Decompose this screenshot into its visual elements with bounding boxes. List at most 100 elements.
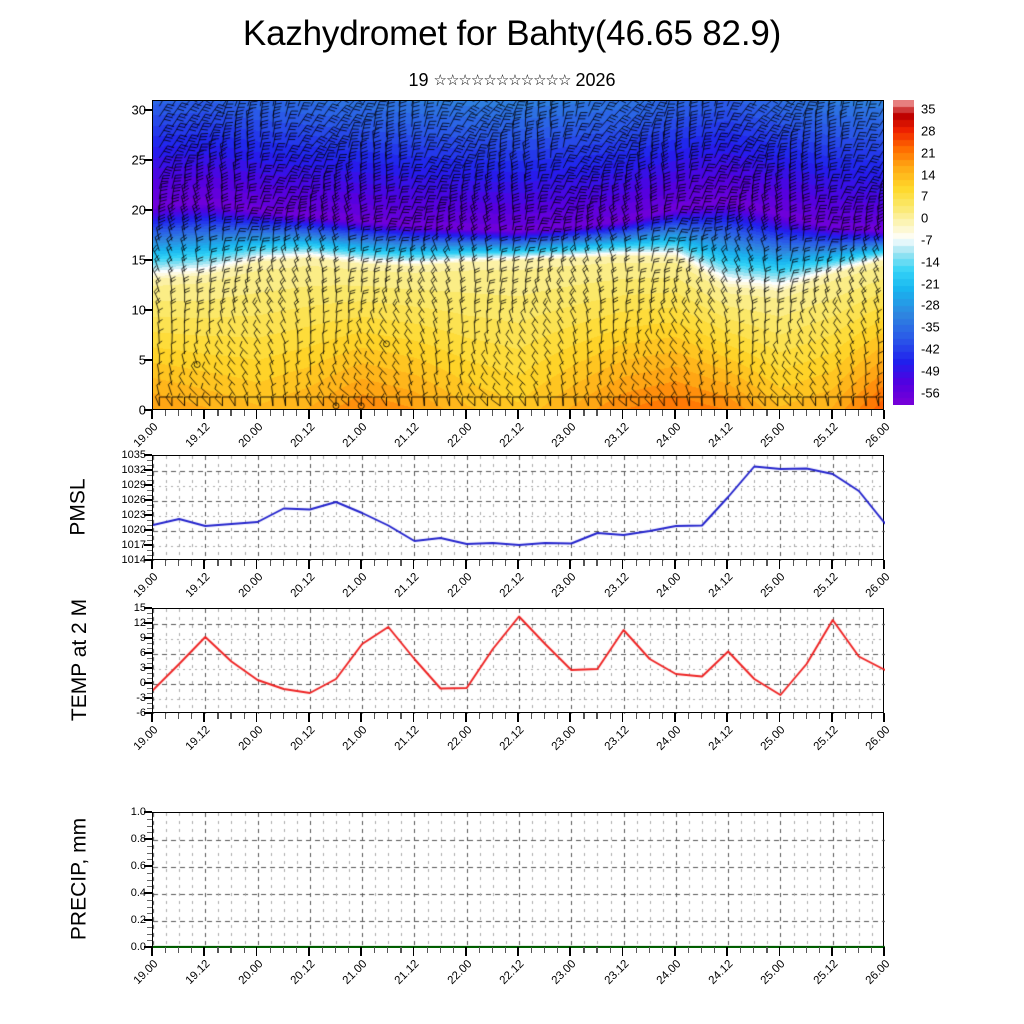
cross-section-panel[interactable] xyxy=(152,100,884,410)
x-tick-label: 19.12 xyxy=(183,724,213,753)
temperature-colorbar[interactable] xyxy=(893,100,914,405)
x-minor-tick xyxy=(766,947,768,953)
y-minor-tick xyxy=(147,845,152,847)
x-minor-tick xyxy=(609,947,611,953)
y-tick-label: 20 xyxy=(131,202,146,218)
y-tick-label: 0 xyxy=(138,402,146,418)
x-tick-label: 25.00 xyxy=(759,958,788,987)
x-minor-tick xyxy=(335,410,337,416)
x-minor-tick xyxy=(491,560,494,566)
x-minor-tick xyxy=(230,410,232,416)
precip-plot xyxy=(153,813,885,948)
y-minor-tick xyxy=(147,886,152,888)
y-minor-tick xyxy=(147,825,152,827)
x-tick-mark xyxy=(360,410,363,419)
y-minor-tick xyxy=(147,480,152,482)
y-tick-label: 0.6 xyxy=(130,860,146,872)
x-minor-tick xyxy=(178,947,180,953)
x-tick-mark xyxy=(464,713,467,722)
x-tick-mark xyxy=(883,560,885,569)
y-tick-label: 15 xyxy=(131,252,146,268)
pmsl-panel[interactable] xyxy=(152,455,885,561)
x-minor-tick xyxy=(387,947,389,953)
x-tick-label: 26.00 xyxy=(863,724,893,753)
x-tick-mark xyxy=(517,560,519,569)
x-minor-tick xyxy=(400,947,402,953)
x-minor-tick xyxy=(243,560,245,566)
x-minor-tick xyxy=(348,560,350,566)
x-tick-mark xyxy=(830,713,833,722)
x-minor-tick xyxy=(374,410,376,416)
x-minor-tick xyxy=(701,947,703,953)
x-minor-tick xyxy=(844,947,846,953)
x-tick-label: 19.00 xyxy=(131,958,161,987)
x-minor-tick xyxy=(687,947,690,953)
x-tick-mark xyxy=(621,560,624,569)
temp-panel[interactable] xyxy=(152,608,885,714)
y-tick-label: 30 xyxy=(131,102,146,118)
y-minor-tick xyxy=(147,688,152,690)
y-tick-mark xyxy=(144,359,152,361)
x-minor-tick xyxy=(400,713,402,719)
x-tick-mark xyxy=(830,947,833,956)
x-minor-tick xyxy=(766,410,768,416)
x-tick-label: 20.00 xyxy=(236,958,266,987)
x-tick-label: 22.00 xyxy=(445,958,475,987)
x-tick-mark xyxy=(830,410,833,419)
x-minor-tick xyxy=(648,713,650,719)
x-minor-tick xyxy=(544,410,546,416)
x-tick-label: 20.12 xyxy=(288,958,318,987)
x-tick-mark xyxy=(464,560,467,569)
x-minor-tick xyxy=(531,947,533,953)
x-tick-label: 24.12 xyxy=(706,724,736,753)
y-minor-tick xyxy=(147,703,152,705)
x-minor-tick xyxy=(243,410,245,416)
colorbar-tick-label: 28 xyxy=(921,123,936,139)
x-tick-mark xyxy=(778,410,781,419)
x-minor-tick xyxy=(165,713,167,719)
pmsl-axis-label: PMSL xyxy=(66,478,90,536)
x-minor-tick xyxy=(661,560,663,566)
page-title: Kazhydromet for Bahty(46.65 82.9) xyxy=(242,14,782,53)
x-minor-tick xyxy=(596,713,598,719)
y-minor-tick xyxy=(147,643,152,645)
x-minor-tick xyxy=(504,560,507,566)
y-tick-label: -6 xyxy=(136,707,146,719)
x-minor-tick xyxy=(335,947,337,953)
x-minor-tick xyxy=(348,947,350,953)
x-tick-label: 22.00 xyxy=(445,724,475,753)
x-minor-tick xyxy=(282,560,284,566)
x-minor-tick xyxy=(714,410,716,416)
x-minor-tick xyxy=(191,947,193,953)
y-tick-mark xyxy=(144,865,152,867)
x-minor-tick xyxy=(178,410,180,416)
y-tick-label: 25 xyxy=(131,152,146,168)
x-tick-mark xyxy=(726,947,729,956)
colorbar-tick-label: -28 xyxy=(921,297,940,313)
x-minor-tick xyxy=(478,410,480,416)
pmsl-plot xyxy=(153,456,885,561)
x-minor-tick xyxy=(609,560,611,566)
y-tick-label: 1029 xyxy=(121,479,146,491)
x-minor-tick xyxy=(596,947,598,953)
x-tick-label: 24.00 xyxy=(654,958,684,987)
x-minor-tick xyxy=(374,560,376,566)
x-tick-label: 25.12 xyxy=(811,958,841,987)
x-minor-tick xyxy=(583,947,585,953)
y-tick-label: 1035 xyxy=(121,449,146,461)
y-minor-tick xyxy=(147,658,152,660)
x-minor-tick xyxy=(400,410,402,416)
y-minor-tick xyxy=(147,525,152,527)
x-minor-tick xyxy=(714,713,716,719)
y-minor-tick xyxy=(147,940,152,942)
y-minor-tick xyxy=(147,490,152,492)
x-minor-tick xyxy=(596,560,598,566)
y-tick-mark xyxy=(144,514,152,516)
x-minor-tick xyxy=(648,410,650,416)
x-minor-tick xyxy=(544,560,546,566)
x-minor-tick xyxy=(818,560,820,566)
x-minor-tick xyxy=(818,713,820,719)
x-minor-tick xyxy=(687,410,690,416)
precip-panel[interactable] xyxy=(152,812,885,948)
x-tick-mark xyxy=(308,947,310,956)
